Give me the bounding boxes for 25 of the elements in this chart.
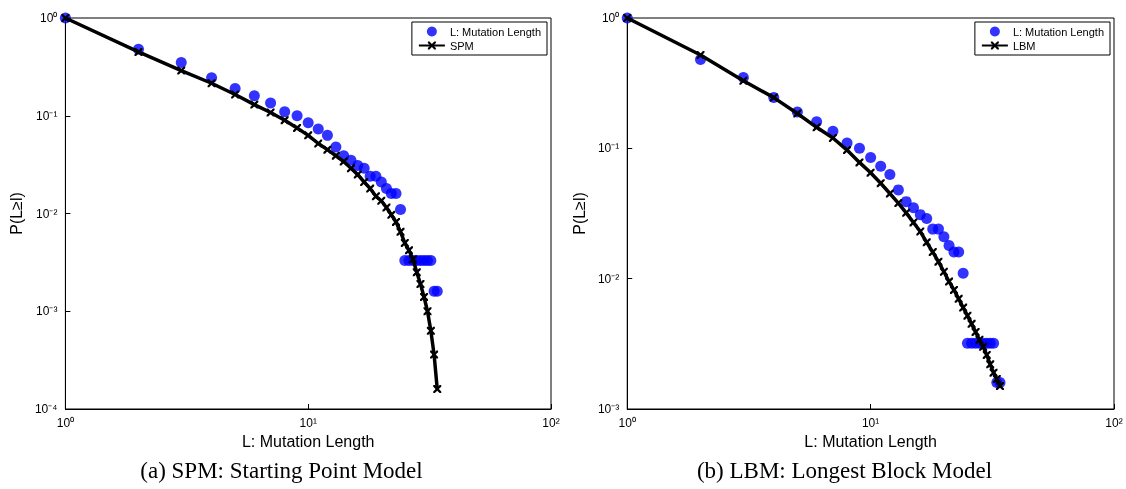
y-tick-label: 10⁻² <box>36 206 58 221</box>
y-tick-label: 10⁻³ <box>36 304 58 319</box>
y-tick-label: 10⁰ <box>40 11 58 25</box>
legend-label: L: Mutation Length <box>1012 25 1104 38</box>
y-tick-label: 10⁻² <box>597 271 620 286</box>
x-tick-label: 10¹ <box>861 416 880 430</box>
y-tick-label: 10⁻¹ <box>36 108 58 123</box>
text: (b) LBM: Longest Block Model <box>696 458 993 483</box>
x-axis-title: L: Mutation Length <box>241 433 375 451</box>
legend-label: SPM <box>449 39 474 52</box>
text: (a) SPM: Starting Point Model <box>140 458 423 483</box>
y-axis-title: P(L≥l) <box>7 192 25 235</box>
y-tick-label: 10⁰ <box>601 11 620 25</box>
y-axis-title: P(L≥l) <box>570 192 588 235</box>
y-tick-label: 10⁻⁴ <box>34 402 58 416</box>
x-tick-label: 10² <box>1105 416 1123 430</box>
legend-label: L: Mutation Length <box>449 25 541 38</box>
x-tick-label: 10⁰ <box>56 416 75 430</box>
x-tick-label: 10² <box>542 416 560 430</box>
x-tick-label: 10⁰ <box>618 416 636 430</box>
x-axis-title: L: Mutation Length <box>804 433 937 451</box>
y-tick-label: 10⁻³ <box>597 402 620 416</box>
legend-label: LBM <box>1012 39 1036 52</box>
x-tick-label: 10¹ <box>299 416 317 430</box>
y-tick-label: 10⁻¹ <box>597 141 620 156</box>
